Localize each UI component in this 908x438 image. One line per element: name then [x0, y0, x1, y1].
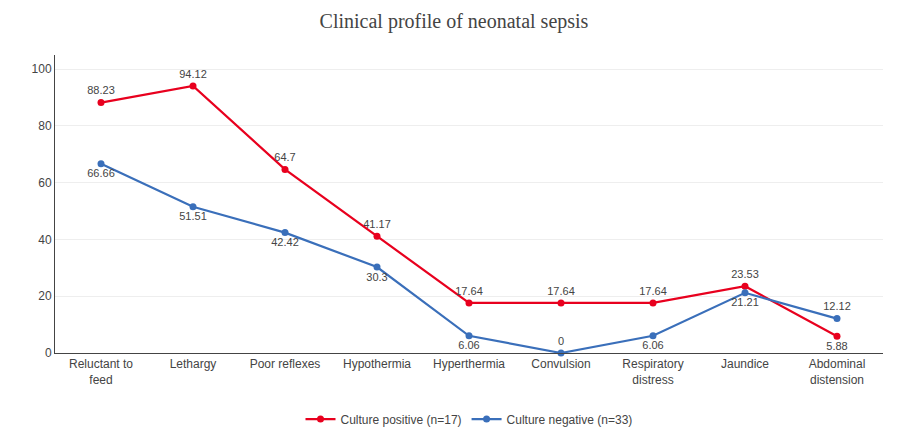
svg-text:94.12: 94.12 [179, 68, 207, 80]
svg-text:40: 40 [38, 233, 52, 247]
svg-text:80: 80 [38, 119, 52, 133]
svg-text:6.06: 6.06 [642, 339, 663, 351]
svg-text:21.21: 21.21 [731, 296, 759, 308]
svg-text:Hypothermia: Hypothermia [343, 357, 411, 371]
svg-text:Respiratorydistress: Respiratorydistress [622, 357, 683, 387]
svg-text:Culture negative (n=33): Culture negative (n=33) [507, 413, 633, 427]
svg-text:0: 0 [45, 346, 52, 360]
svg-text:Hyperthermia: Hyperthermia [433, 357, 505, 371]
svg-text:23.53: 23.53 [731, 268, 759, 280]
svg-text:66.66: 66.66 [87, 167, 115, 179]
svg-text:0: 0 [558, 335, 564, 347]
svg-text:Culture positive (n=17): Culture positive (n=17) [341, 413, 462, 427]
svg-text:12.12: 12.12 [823, 300, 851, 312]
svg-text:64.7: 64.7 [274, 151, 295, 163]
svg-text:51.51: 51.51 [179, 210, 207, 222]
svg-text:Convulsion: Convulsion [531, 357, 590, 371]
svg-text:42.42: 42.42 [271, 236, 299, 248]
svg-text:30.3: 30.3 [366, 271, 387, 283]
svg-text:17.64: 17.64 [639, 285, 667, 297]
svg-text:88.23: 88.23 [87, 84, 115, 96]
svg-text:6.06: 6.06 [458, 339, 479, 351]
svg-text:Reluctant tofeed: Reluctant tofeed [69, 357, 133, 387]
svg-text:17.64: 17.64 [547, 285, 575, 297]
svg-text:Clinical profile of neonatal s: Clinical profile of neonatal sepsis [320, 10, 589, 33]
svg-text:41.17: 41.17 [363, 218, 391, 230]
svg-text:100: 100 [32, 62, 52, 76]
svg-text:Poor reflexes: Poor reflexes [250, 357, 321, 371]
svg-text:Abdominaldistension: Abdominaldistension [809, 357, 866, 387]
svg-text:60: 60 [38, 176, 52, 190]
svg-text:17.64: 17.64 [455, 285, 483, 297]
svg-text:20: 20 [38, 289, 52, 303]
svg-text:5.88: 5.88 [826, 340, 847, 352]
svg-text:Lethargy: Lethargy [170, 357, 217, 371]
svg-text:Jaundice: Jaundice [721, 357, 769, 371]
